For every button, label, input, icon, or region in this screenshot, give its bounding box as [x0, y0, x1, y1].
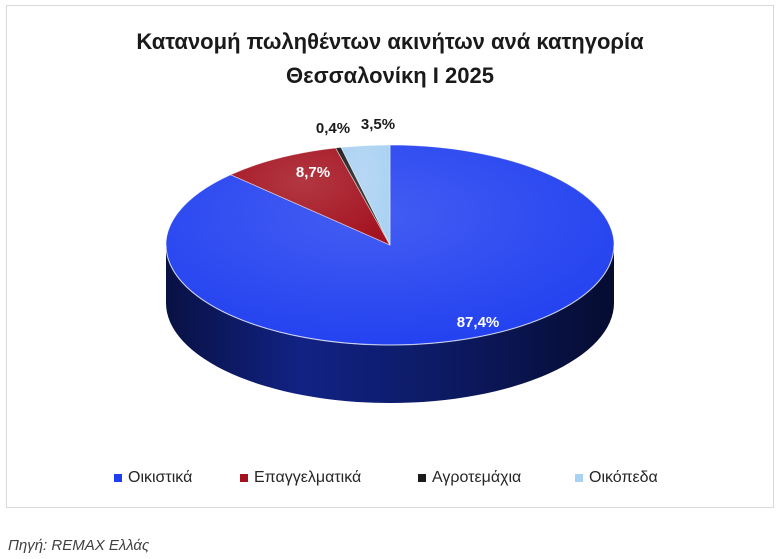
data-label-commercial: 8,7% [296, 164, 330, 181]
data-labels: 87,4% 8,7% 0,4% 3,5% [296, 116, 499, 331]
data-label-residential: 87,4% [457, 314, 500, 331]
legend-label-residential: Οικιστικά [128, 469, 193, 486]
pie-slice-commercial [230, 147, 391, 246]
legend-item-plots: Οικόπεδα [575, 468, 658, 487]
pie-slice-plots [340, 144, 391, 246]
data-label-plots: 3,5% [361, 116, 395, 133]
source-note: Πηγή: REMAX Ελλάς [8, 537, 150, 554]
chart-subtitle: Θεσσαλονίκη I 2025 [286, 63, 494, 88]
legend-marker-commercial [240, 473, 248, 482]
pie-tops [165, 144, 615, 346]
pie-side-residential [166, 245, 614, 403]
legend-item-agricultural-land: Αγροτεμάχια [418, 468, 521, 487]
legend-marker-agricultural-land [418, 473, 426, 482]
legend-label-plots: Οικόπεδα [589, 469, 658, 486]
legend-item-residential: Οικιστικά [114, 468, 192, 487]
legend-marker-plots [575, 473, 583, 482]
legend-marker-residential [114, 473, 122, 482]
chart-title: Κατανομή πωληθέντων ακινήτων ανά κατηγορ… [136, 29, 644, 54]
legend-item-commercial: Επαγγελματικά [240, 468, 361, 487]
pie-sides [166, 245, 614, 403]
legend-label-agricultural-land: Αγροτεμάχια [432, 469, 522, 486]
pie-rim-highlight [165, 244, 615, 346]
legend-label-commercial: Επαγγελματικά [254, 469, 362, 486]
data-label-agricultural-land: 0,4% [316, 120, 350, 137]
